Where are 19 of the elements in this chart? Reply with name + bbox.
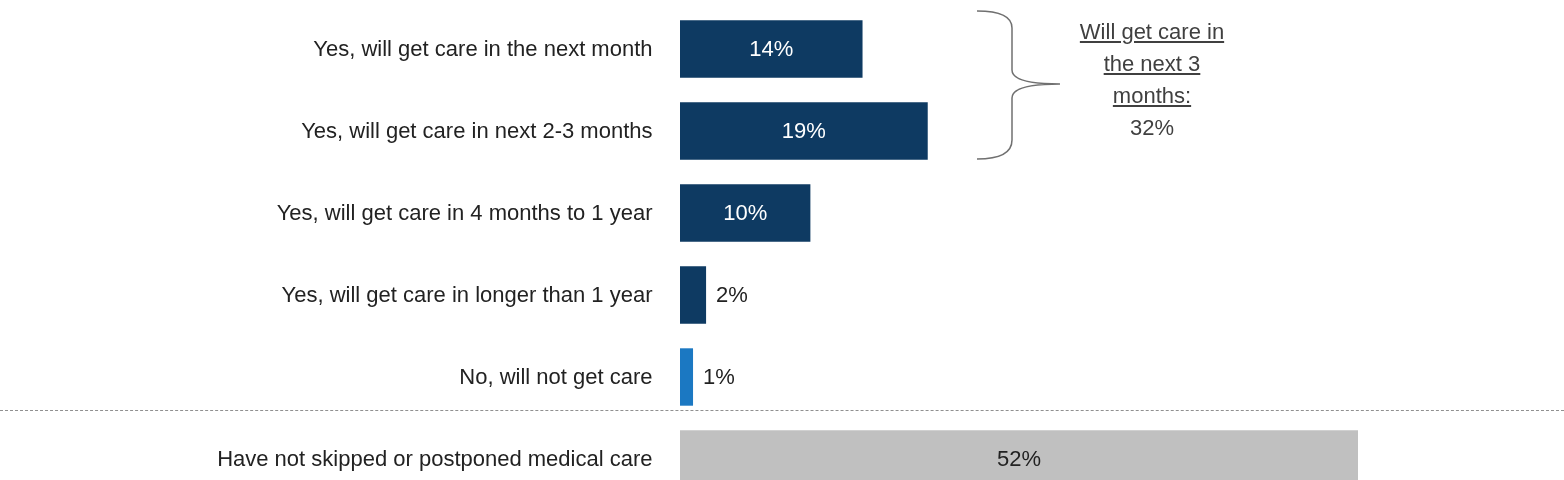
data-label: 1% <box>703 364 735 389</box>
y-tick-label: Yes, will get care in next 2-3 months <box>301 118 653 143</box>
bar <box>680 184 811 242</box>
annotation: 32% <box>1128 114 1175 142</box>
y-tick-label: Yes, will get care in the next month <box>313 36 653 61</box>
bar <box>680 348 694 406</box>
annotation: Will get care in the next 3 months: <box>1078 18 1226 110</box>
data-label: 52% <box>996 446 1042 471</box>
data-label: 10% <box>723 200 768 225</box>
y-tick-label: No, will not get care <box>459 364 653 389</box>
y-tick-label: Yes, will get care in 4 months to 1 year <box>276 200 653 225</box>
data-label: 14% <box>749 36 794 61</box>
data-label: 2% <box>716 282 748 307</box>
bar <box>680 266 707 324</box>
bar <box>680 102 928 160</box>
y-tick-label: Have not skipped or postponed medical care <box>217 446 653 471</box>
y-tick-label: Yes, will get care in longer than 1 year <box>281 282 653 307</box>
bar <box>680 20 863 78</box>
data-label: 19% <box>781 118 826 143</box>
